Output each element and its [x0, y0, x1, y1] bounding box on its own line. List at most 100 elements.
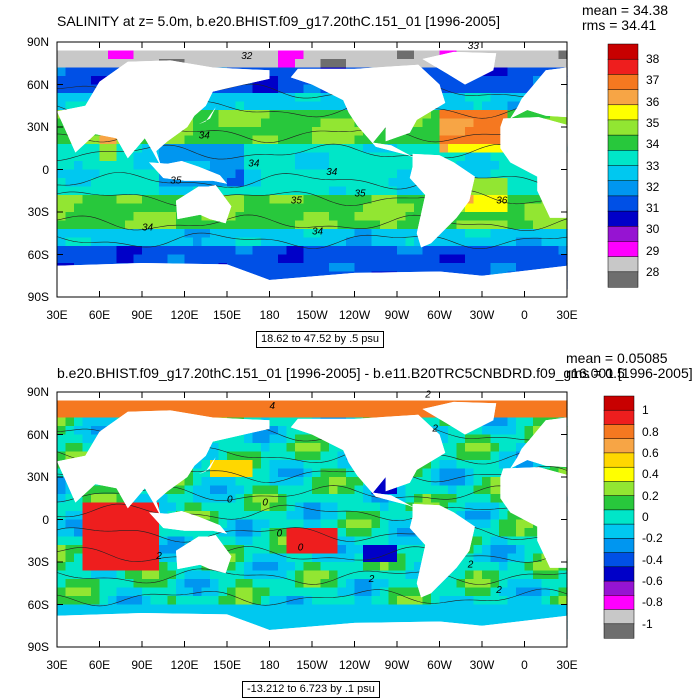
field-cell	[295, 118, 305, 128]
landmass	[57, 613, 567, 647]
field-cell	[312, 451, 322, 461]
field-cell	[133, 502, 143, 512]
field-cell	[337, 587, 347, 597]
field-cell	[133, 195, 143, 205]
field-cell	[82, 426, 92, 436]
colorbar-label: 28	[646, 264, 660, 279]
field-cell	[507, 613, 517, 623]
field-cell	[176, 604, 186, 614]
field-cell	[278, 409, 288, 419]
field-cell	[329, 50, 339, 60]
field-cell	[397, 246, 407, 256]
field-cell	[456, 220, 466, 230]
field-cell	[354, 596, 364, 606]
field-cell	[329, 477, 339, 487]
field-cell	[252, 443, 262, 453]
field-cell	[252, 434, 262, 444]
field-cell	[74, 67, 84, 77]
x-tick-label: 60E	[88, 658, 111, 672]
field-cell	[320, 203, 330, 213]
field-cell	[473, 76, 483, 86]
field-cell	[456, 135, 466, 145]
field-cell	[82, 178, 92, 188]
field-cell	[74, 76, 84, 86]
field-cell	[346, 409, 356, 419]
field-cell	[516, 76, 526, 86]
field-cell	[125, 212, 135, 222]
field-cell	[218, 570, 228, 580]
field-cell	[482, 152, 492, 162]
field-cell	[252, 553, 262, 563]
field-cell	[193, 604, 203, 614]
field-cell	[448, 93, 458, 103]
x-tick-label: 150W	[296, 658, 328, 672]
field-cell	[278, 195, 288, 205]
field-cell	[193, 254, 203, 264]
field-cell	[439, 579, 449, 589]
field-cell	[82, 536, 92, 546]
field-cell	[388, 186, 398, 196]
field-cell	[524, 220, 534, 230]
field-cell	[312, 570, 322, 580]
colorbar-swatch	[607, 165, 639, 182]
field-cell	[507, 553, 517, 563]
field-cell	[261, 118, 271, 128]
field-cell	[312, 212, 322, 222]
field-cell	[507, 220, 517, 230]
field-cell	[448, 220, 458, 230]
field-cell	[133, 203, 143, 213]
field-cell	[516, 579, 526, 589]
field-cell	[550, 246, 560, 256]
field-cell	[261, 93, 271, 103]
field-cell	[82, 400, 92, 410]
field-cell	[201, 468, 211, 478]
field-cell	[346, 587, 356, 597]
field-cell	[414, 195, 424, 205]
field-cell	[142, 545, 152, 555]
field-cell	[227, 494, 237, 504]
field-cell	[456, 494, 466, 504]
field-cell	[329, 409, 339, 419]
field-cell	[397, 263, 407, 273]
field-cell	[405, 409, 415, 419]
field-cell	[346, 613, 356, 623]
field-cell	[329, 203, 339, 213]
field-cell	[303, 246, 313, 256]
field-cell	[303, 528, 313, 538]
field-cell	[125, 246, 135, 256]
field-cell	[269, 237, 279, 247]
colorbar-swatch	[603, 495, 635, 511]
field-cell	[218, 579, 228, 589]
field-cell	[252, 485, 262, 495]
field-cell	[74, 409, 84, 419]
x-tick-label: 30W	[469, 308, 495, 322]
field-cell	[99, 178, 109, 188]
field-cell	[490, 579, 500, 589]
field-cell	[405, 494, 415, 504]
field-cell	[312, 511, 322, 521]
field-cell	[507, 246, 517, 256]
landmass	[500, 467, 582, 568]
field-cell	[422, 135, 432, 145]
colorbar-swatch	[603, 538, 635, 554]
field-cell	[397, 485, 407, 495]
field-cell	[363, 596, 373, 606]
field-cell	[244, 409, 254, 419]
field-cell	[371, 203, 381, 213]
field-cell	[278, 50, 288, 60]
field-cell	[133, 519, 143, 529]
field-cell	[482, 237, 492, 247]
field-cell	[244, 237, 254, 247]
field-cell	[507, 570, 517, 580]
field-cell	[235, 101, 245, 111]
field-cell	[337, 485, 347, 495]
field-cell	[99, 485, 109, 495]
field-cell	[125, 186, 135, 196]
field-cell	[184, 485, 194, 495]
field-cell	[346, 212, 356, 222]
field-cell	[235, 50, 245, 60]
field-cell	[312, 443, 322, 453]
field-cell	[133, 536, 143, 546]
field-cell	[57, 195, 67, 205]
field-cell	[74, 254, 84, 264]
